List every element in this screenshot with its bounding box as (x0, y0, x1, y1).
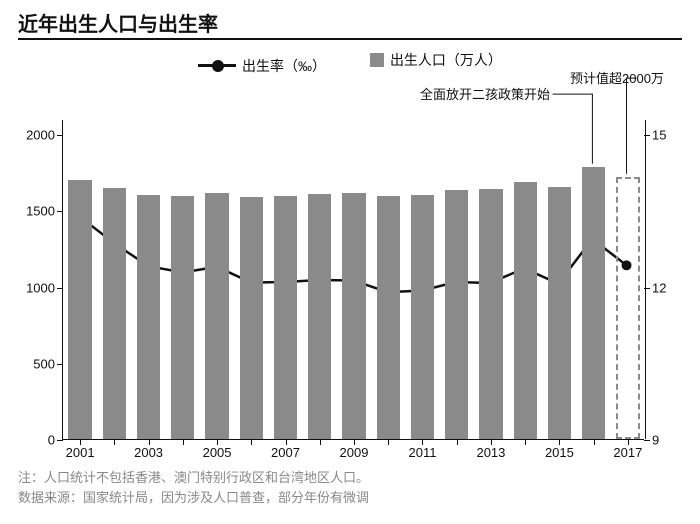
bar (171, 196, 194, 439)
tick-mark (388, 439, 389, 445)
bar (205, 193, 228, 439)
bar (342, 193, 365, 439)
tick-mark (57, 440, 63, 441)
tick-mark (644, 135, 650, 136)
ytick-left: 2000 (26, 128, 55, 143)
tick-mark (57, 211, 63, 212)
chart-title: 近年出生人口与出生率 (18, 8, 218, 37)
annotation-forecast: 预计值超2000万 (570, 68, 664, 87)
tick-mark (57, 364, 63, 365)
bar (548, 187, 571, 439)
bar (377, 196, 400, 439)
tick-mark (57, 288, 63, 289)
xtick: 2001 (66, 445, 95, 460)
legend-dot-icon (212, 60, 224, 72)
bar (479, 189, 502, 439)
xtick: 2017 (613, 445, 642, 460)
ytick-left: 1000 (26, 280, 55, 295)
ytick-left: 1500 (26, 204, 55, 219)
tick-mark (114, 439, 115, 445)
ytick-right: 12 (652, 280, 666, 295)
right-axis-line (645, 120, 646, 439)
tick-mark (320, 439, 321, 445)
tick-mark (251, 439, 252, 445)
xtick: 2013 (476, 445, 505, 460)
tick-mark (594, 439, 595, 445)
title-underline (18, 38, 682, 40)
ytick-left: 500 (33, 356, 55, 371)
legend-item-population: 出生人口（万人） (370, 50, 502, 70)
xtick: 2005 (203, 445, 232, 460)
xtick: 2011 (408, 445, 436, 460)
bar (582, 167, 605, 439)
bar (103, 188, 126, 439)
tick-mark (644, 440, 650, 441)
legend-item-rate: 出生率（‰） (198, 56, 326, 76)
bar (68, 180, 91, 439)
bar (137, 195, 160, 439)
bar (240, 197, 263, 439)
ytick-left: 0 (48, 433, 55, 448)
tick-mark (457, 439, 458, 445)
chart-container: 近年出生人口与出生率 出生率（‰） 出生人口（万人） 全面放开二孩政策开始 预计… (0, 0, 700, 524)
bar (445, 190, 468, 439)
bar (616, 177, 639, 439)
legend-line-icon (198, 64, 236, 67)
ytick-right: 9 (652, 433, 659, 448)
plot-area: 0500100015002000912152001200320052007200… (62, 120, 644, 440)
bar (411, 195, 434, 439)
footnote-source: 数据来源：国家统计局，因为涉及人口普查，部分年份有微调 (18, 488, 369, 508)
tick-mark (644, 288, 650, 289)
legend-bar-icon (370, 53, 384, 67)
xtick: 2007 (271, 445, 300, 460)
annotation-policy: 全面放开二孩政策开始 (420, 84, 550, 103)
tick-mark (183, 439, 184, 445)
xtick: 2009 (340, 445, 369, 460)
ytick-right: 15 (652, 128, 666, 143)
legend-rate-label: 出生率（‰） (242, 56, 326, 76)
bar (514, 182, 537, 439)
legend-population-label: 出生人口（万人） (390, 50, 502, 70)
tick-mark (57, 135, 63, 136)
bar (274, 196, 297, 439)
footnote-note: 注：人口统计不包括香港、澳门特别行政区和台湾地区人口。 (18, 468, 369, 488)
bar (308, 194, 331, 439)
tick-mark (525, 439, 526, 445)
xtick: 2015 (545, 445, 574, 460)
xtick: 2003 (134, 445, 163, 460)
